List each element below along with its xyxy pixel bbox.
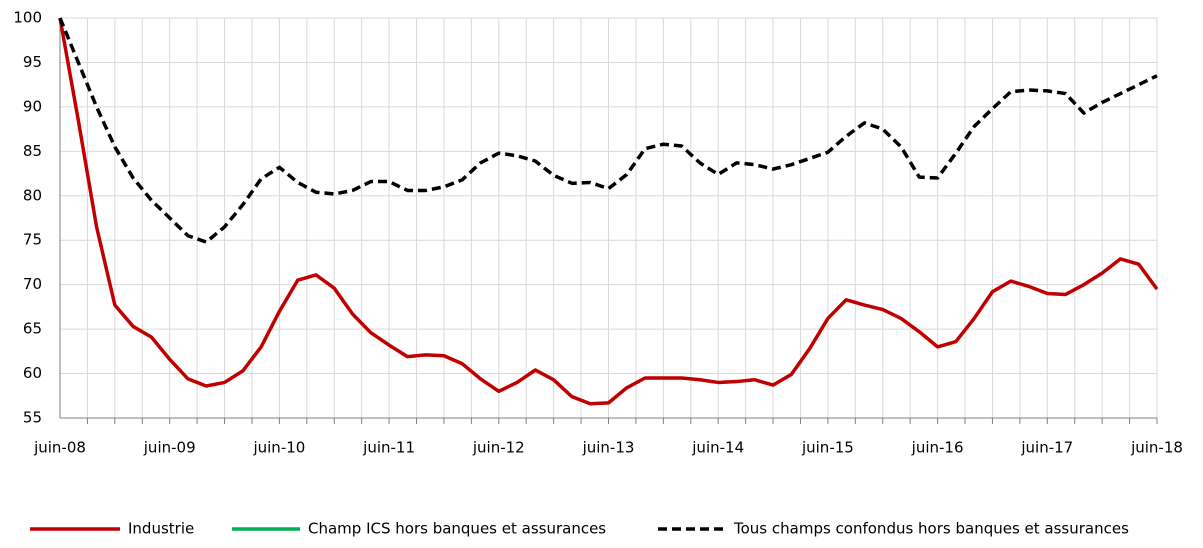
legend-label: Tous champs confondus hors banques et as… [733,520,1129,538]
y-tick-label: 65 [23,320,42,338]
y-tick-label: 100 [13,9,42,27]
y-tick-label: 55 [23,409,42,427]
x-tick-label: juin-08 [33,439,86,457]
y-tick-label: 95 [23,53,42,71]
legend-label: Industrie [128,520,194,538]
y-tick-label: 85 [23,142,42,160]
x-tick-label: juin-17 [1020,439,1073,457]
x-tick-label: juin-18 [1130,439,1183,457]
x-tick-label: juin-12 [472,439,525,457]
x-tick-label: juin-14 [691,439,744,457]
line-series [58,17,1158,244]
legend-label: Champ ICS hors banques et assurances [308,520,606,538]
x-tick-label: juin-13 [582,439,635,457]
y-tick-label: 70 [23,275,42,293]
x-tick-label: juin-09 [143,439,196,457]
x-tick-label: juin-10 [252,439,305,457]
y-tick-label: 60 [23,364,42,382]
x-tick-label: juin-11 [362,439,415,457]
x-tick-label: juin-15 [801,439,854,457]
y-tick-label: 90 [23,97,42,115]
y-tick-label: 80 [23,186,42,204]
y-tick-label: 75 [23,231,42,249]
line-series [58,17,1159,406]
x-tick-label: juin-16 [911,439,964,457]
